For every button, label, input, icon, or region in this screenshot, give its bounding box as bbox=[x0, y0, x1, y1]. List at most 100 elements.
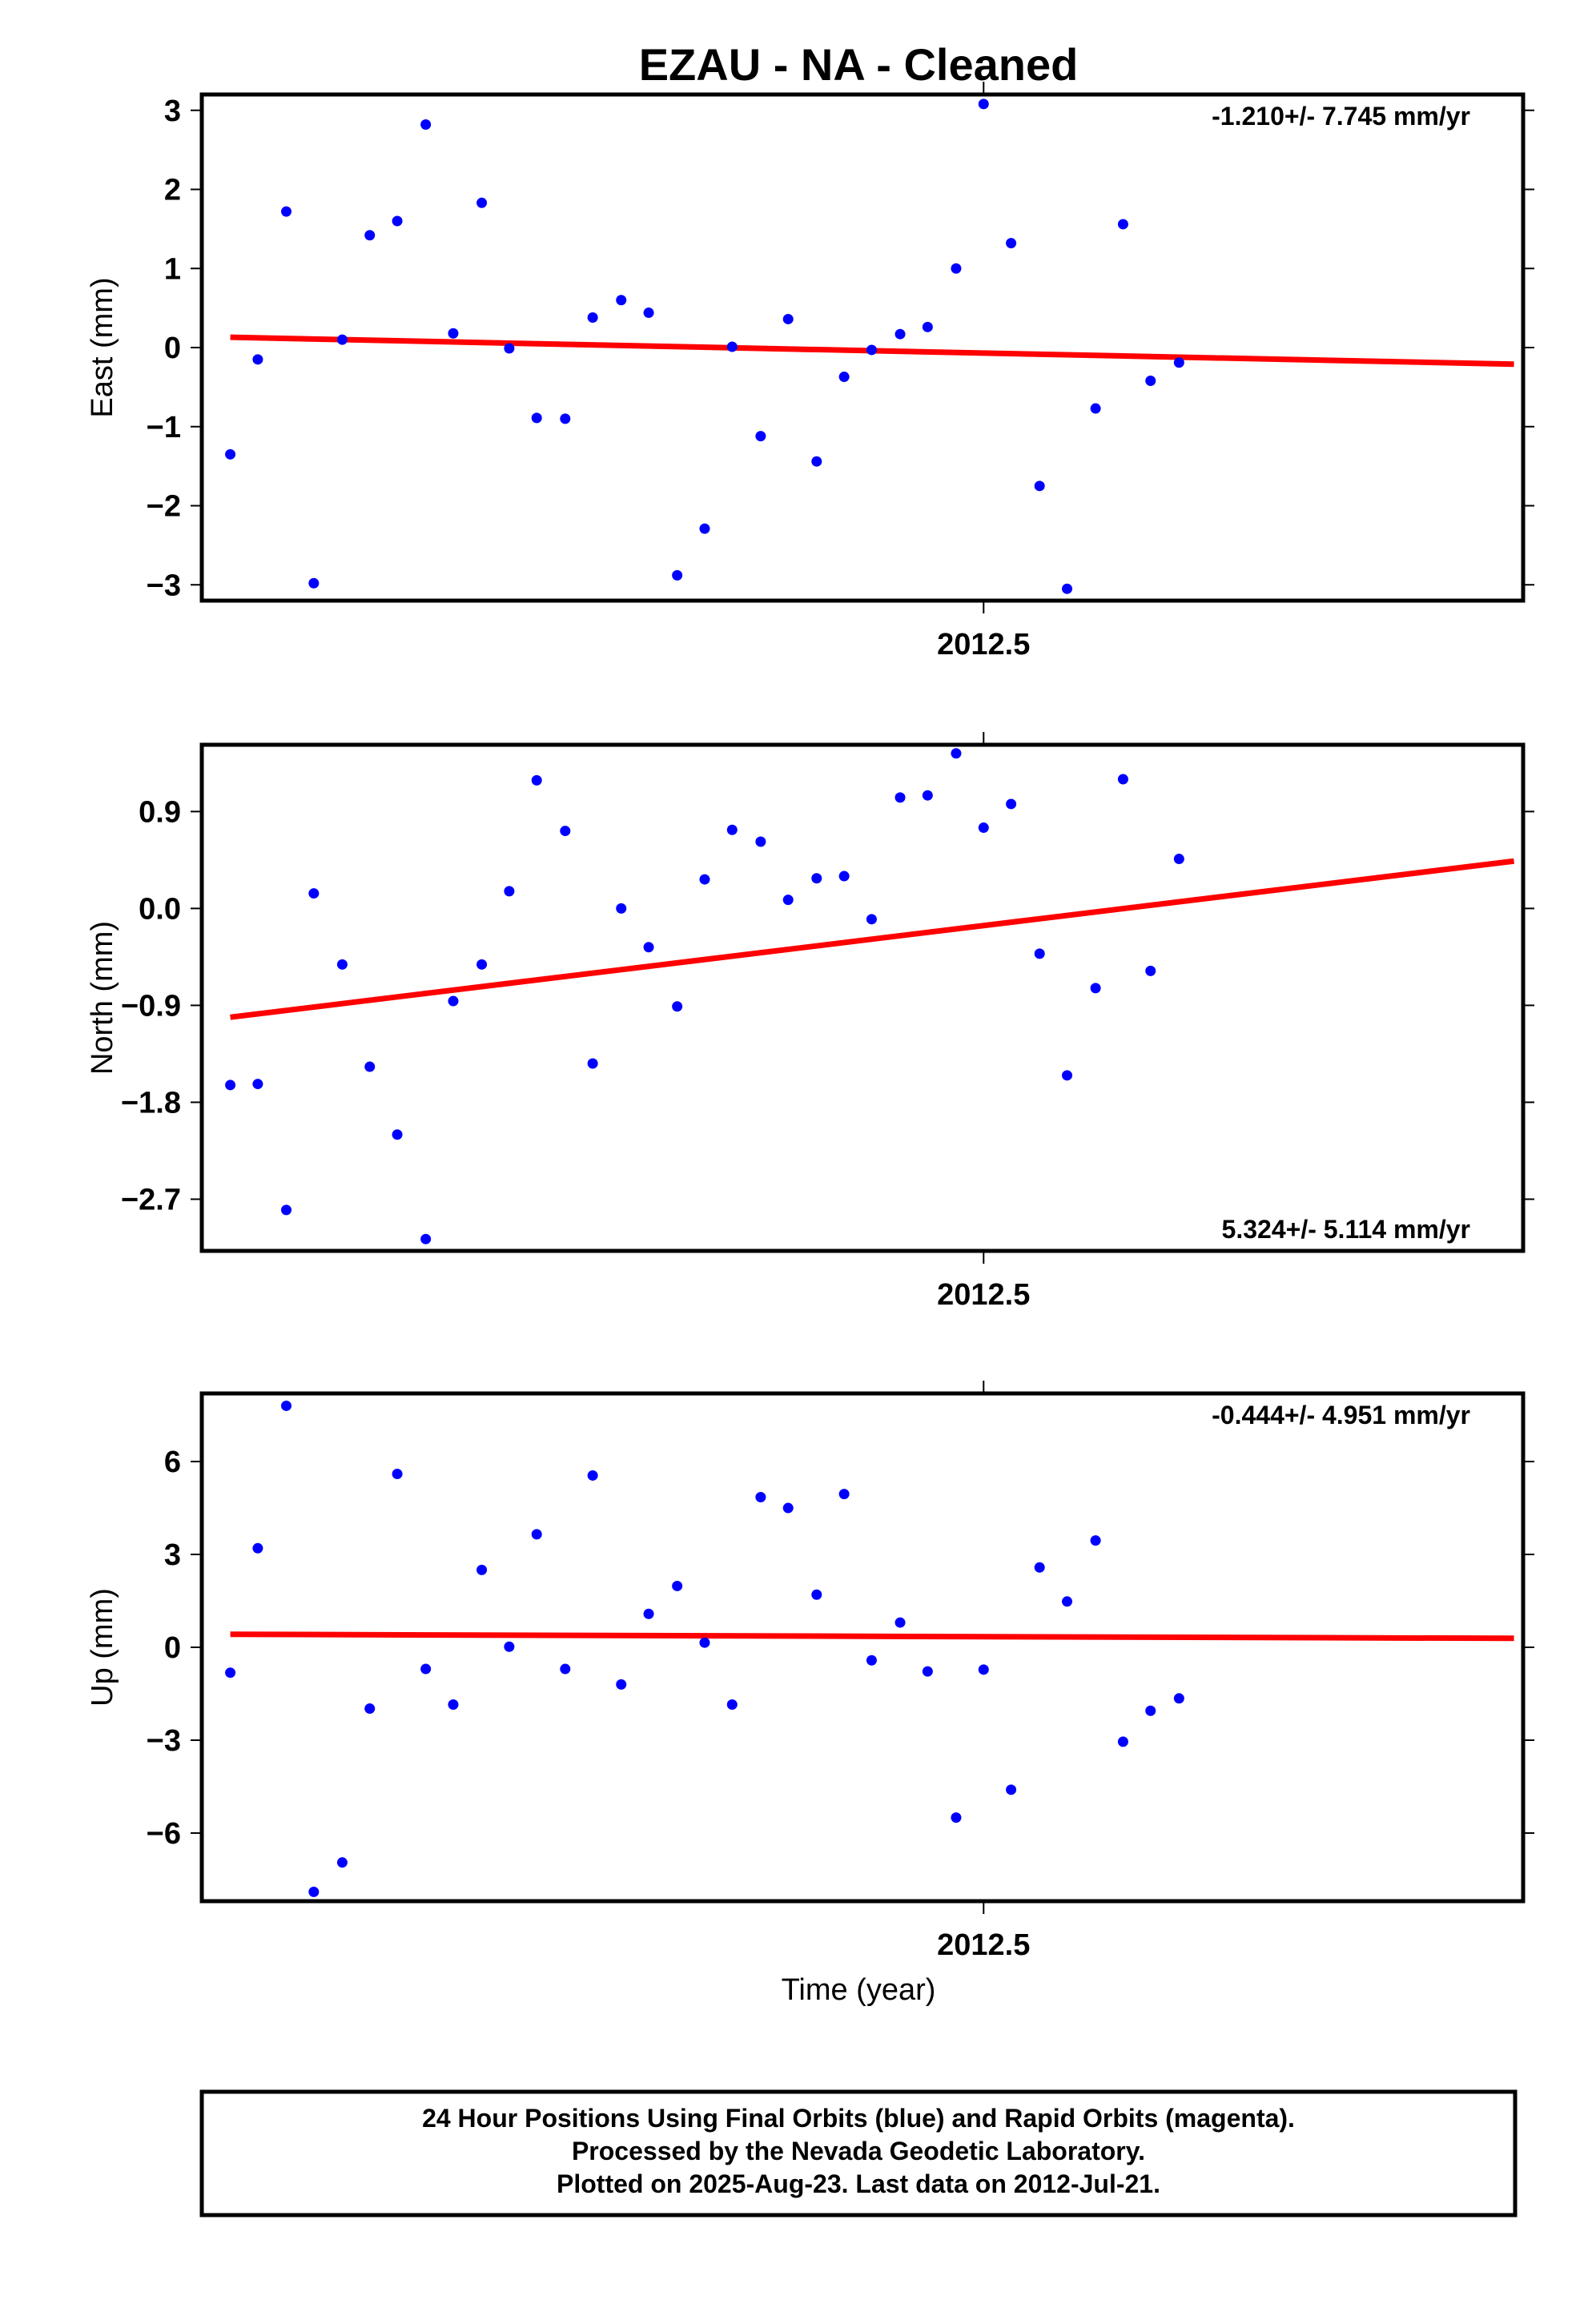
x-axis-label: Time (year) bbox=[782, 1973, 936, 2007]
up-data-point bbox=[1173, 1693, 1184, 1704]
north-data-point bbox=[225, 1080, 236, 1091]
north-data-point bbox=[476, 959, 488, 970]
north-data-point bbox=[308, 888, 320, 899]
east-data-point bbox=[308, 577, 320, 589]
north-data-point bbox=[1117, 774, 1128, 785]
up-data-point bbox=[1006, 1784, 1017, 1795]
north-ytick-label: −0.9 bbox=[121, 989, 181, 1023]
north-data-point bbox=[838, 870, 850, 882]
east-data-point bbox=[922, 321, 933, 332]
north-data-point bbox=[755, 836, 766, 847]
up-data-point bbox=[448, 1699, 459, 1711]
up-data-point bbox=[755, 1492, 766, 1503]
north-data-point bbox=[699, 874, 710, 885]
up-xtick-label: 2012.5 bbox=[937, 1928, 1030, 1962]
up-data-point bbox=[281, 1400, 292, 1411]
up-data-point bbox=[811, 1589, 822, 1600]
east-data-point bbox=[336, 334, 348, 345]
up-ytick-label: 0 bbox=[164, 1631, 181, 1665]
north-ytick-label: −1.8 bbox=[121, 1086, 181, 1120]
east-ytick-label: 3 bbox=[164, 94, 181, 128]
east-plot-frame bbox=[199, 92, 1526, 603]
east-data-point bbox=[643, 308, 654, 319]
east-data-point bbox=[1145, 375, 1156, 386]
up-data-point bbox=[252, 1542, 263, 1554]
up-data-point bbox=[531, 1529, 542, 1540]
north-data-point bbox=[504, 886, 515, 897]
north-data-point bbox=[336, 959, 348, 970]
north-data-point bbox=[1173, 854, 1184, 865]
up-data-point bbox=[1034, 1562, 1045, 1573]
up-data-point bbox=[308, 1886, 320, 1897]
footer-line-1: 24 Hour Positions Using Final Orbits (bl… bbox=[422, 2104, 1295, 2133]
east-data-point bbox=[782, 313, 794, 324]
east-data-point bbox=[1090, 403, 1101, 414]
up-data-point bbox=[922, 1666, 933, 1677]
up-data-point bbox=[1090, 1535, 1101, 1546]
north-data-point bbox=[531, 774, 542, 786]
up-data-point bbox=[476, 1564, 488, 1575]
up-data-point bbox=[951, 1812, 962, 1823]
east-data-point bbox=[225, 448, 236, 460]
east-y-axis-label: East (mm) bbox=[86, 277, 119, 417]
north-data-point bbox=[726, 824, 738, 835]
north-data-point bbox=[643, 942, 654, 953]
east-data-point bbox=[448, 328, 459, 339]
up-y-axis-label: Up (mm) bbox=[86, 1588, 119, 1707]
north-data-point bbox=[922, 790, 933, 801]
up-data-point bbox=[672, 1580, 683, 1591]
north-data-point bbox=[782, 895, 794, 906]
up-data-point bbox=[643, 1608, 654, 1619]
up-data-point bbox=[838, 1489, 850, 1500]
east-data-point bbox=[252, 354, 263, 365]
north-data-point bbox=[1090, 983, 1101, 994]
up-data-point bbox=[978, 1664, 989, 1675]
north-data-point bbox=[866, 914, 877, 925]
east-xtick-label: 2012.5 bbox=[937, 628, 1030, 661]
up-ytick-label: −3 bbox=[147, 1724, 181, 1758]
east-data-point bbox=[420, 119, 432, 131]
footer-line-2: Processed by the Nevada Geodetic Laborat… bbox=[572, 2137, 1145, 2165]
east-data-point bbox=[281, 206, 292, 217]
east-data-point bbox=[616, 295, 627, 306]
north-data-point bbox=[364, 1061, 376, 1072]
up-data-point bbox=[336, 1857, 348, 1868]
up-ytick-label: 3 bbox=[164, 1538, 181, 1572]
east-data-point bbox=[560, 413, 571, 424]
east-data-point bbox=[1117, 219, 1128, 230]
north-data-point bbox=[560, 826, 571, 837]
east-data-point bbox=[672, 569, 683, 581]
up-data-point bbox=[726, 1699, 738, 1711]
east-ytick-label: −3 bbox=[147, 569, 181, 602]
east-data-point bbox=[951, 263, 962, 274]
north-data-point bbox=[978, 822, 989, 834]
up-data-point bbox=[782, 1502, 794, 1514]
east-data-point bbox=[755, 431, 766, 442]
up-panel: 6 3 0 −3 −6 2012.5 Up (mm) -0.444+/- 4.951 mm/y… bbox=[86, 1381, 1534, 1962]
east-data-point bbox=[392, 215, 403, 227]
east-data-point bbox=[838, 372, 850, 383]
east-ytick-label: −1 bbox=[147, 411, 181, 444]
footer-box: 24 Hour Positions Using Final Orbits (bl… bbox=[199, 2089, 1518, 2217]
east-data-point bbox=[531, 412, 542, 424]
east-ytick-label: 2 bbox=[164, 174, 181, 207]
north-trend-line bbox=[230, 858, 1514, 1020]
north-panel: 0.9 0.0 −0.9 −1.8 −2.7 2012.5 North (mm) 5.324+… bbox=[86, 732, 1534, 1312]
east-data-point bbox=[866, 344, 877, 356]
east-data-point bbox=[1006, 238, 1017, 249]
up-data-point bbox=[1145, 1705, 1156, 1716]
north-rate-label: 5.324+/- 5.114 mm/yr bbox=[1222, 1215, 1470, 1244]
north-plot-frame bbox=[199, 742, 1526, 1253]
up-data-point bbox=[699, 1637, 710, 1648]
east-ytick-label: −2 bbox=[147, 490, 181, 524]
figure-title: EZAU - NA - Cleaned bbox=[639, 39, 1079, 90]
north-data-point bbox=[811, 873, 822, 884]
north-data-point bbox=[448, 995, 459, 1007]
north-data-point bbox=[420, 1233, 432, 1244]
north-data-point bbox=[252, 1079, 263, 1090]
east-data-point bbox=[1173, 357, 1184, 368]
east-data-point bbox=[1034, 480, 1045, 492]
north-data-point bbox=[1062, 1070, 1073, 1081]
up-data-point bbox=[866, 1655, 877, 1666]
